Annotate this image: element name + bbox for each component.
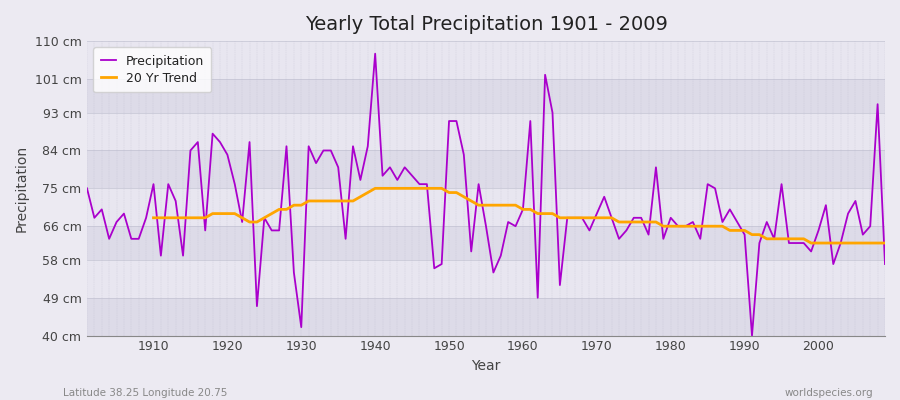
Y-axis label: Precipitation: Precipitation [15, 145, 29, 232]
Precipitation [747, 333, 758, 338]
Text: Latitude 38.25 Longitude 20.75: Latitude 38.25 Longitude 20.75 [63, 388, 228, 398]
Precipitation [518, 207, 528, 212]
Bar [87, 226, 885, 260]
Bar [87, 260, 885, 298]
Legend: Precipitation, 20 Yr Trend: Precipitation, 20 Yr Trend [94, 47, 212, 92]
Precipitation [347, 144, 358, 149]
20 Yr Trend [835, 241, 846, 246]
20 Yr Trend [289, 203, 300, 208]
20 Yr Trend [532, 211, 543, 216]
20 Yr Trend [370, 186, 381, 191]
20 Yr Trend [879, 241, 890, 246]
Bar [87, 150, 885, 188]
Text: worldspecies.org: worldspecies.org [785, 388, 873, 398]
X-axis label: Year: Year [472, 359, 500, 373]
Line: Precipitation: Precipitation [87, 54, 885, 336]
20 Yr Trend [858, 241, 868, 246]
Precipitation [879, 262, 890, 266]
Bar [87, 113, 885, 150]
20 Yr Trend [806, 241, 816, 246]
Precipitation [82, 186, 93, 191]
Precipitation [370, 51, 381, 56]
Title: Yearly Total Precipitation 1901 - 2009: Yearly Total Precipitation 1901 - 2009 [304, 15, 668, 34]
20 Yr Trend [148, 215, 159, 220]
Precipitation [614, 236, 625, 241]
Bar [87, 41, 885, 79]
20 Yr Trend [318, 198, 328, 203]
Bar [87, 188, 885, 226]
Line: 20 Yr Trend: 20 Yr Trend [154, 188, 885, 243]
Bar [87, 79, 885, 113]
Bar [87, 298, 885, 336]
Precipitation [140, 215, 151, 220]
Precipitation [525, 119, 535, 124]
20 Yr Trend [591, 215, 602, 220]
Precipitation [303, 144, 314, 149]
